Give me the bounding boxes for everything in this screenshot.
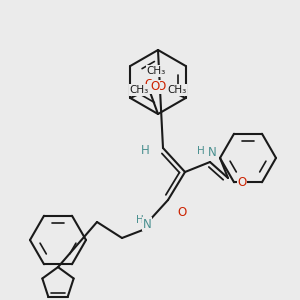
Text: N: N	[208, 146, 216, 158]
Text: CH₃: CH₃	[129, 85, 148, 95]
Text: CH₃: CH₃	[168, 85, 187, 95]
Text: O: O	[237, 176, 247, 190]
Text: O: O	[144, 77, 154, 91]
Text: N: N	[142, 218, 152, 230]
Text: O: O	[150, 80, 159, 94]
Text: O: O	[157, 80, 166, 94]
Text: CH₃: CH₃	[146, 66, 166, 76]
Text: H: H	[141, 143, 149, 157]
Text: H: H	[197, 146, 205, 156]
Text: H: H	[136, 215, 144, 225]
Text: O: O	[177, 206, 187, 218]
